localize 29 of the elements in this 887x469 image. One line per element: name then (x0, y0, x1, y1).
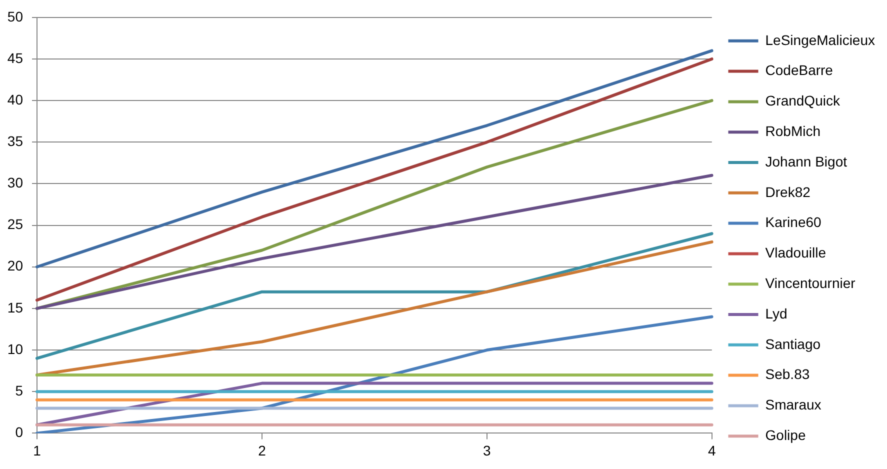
y-tick-label: 40 (7, 91, 24, 108)
y-tick-label: 30 (7, 174, 24, 191)
legend-label: Vladouille (765, 244, 826, 261)
y-tick-label: 35 (7, 133, 24, 149)
legend-label: Johann Bigot (765, 153, 848, 170)
legend-label: Golipe (765, 426, 806, 443)
y-tick-label: 50 (7, 8, 24, 24)
legend-label: Lyd (765, 305, 788, 322)
legend-label: Seb.83 (765, 366, 810, 382)
y-tick-label: 25 (7, 216, 24, 232)
y-tick-label: 45 (7, 50, 24, 66)
x-tick-label: 1 (33, 442, 42, 458)
legend-label: Vincentournier (765, 274, 856, 291)
x-tick-label: 2 (258, 442, 266, 458)
y-tick-label: 5 (15, 382, 24, 398)
x-tick-label: 4 (708, 442, 716, 458)
legend-label: RobMich (765, 122, 821, 139)
y-tick-label: 0 (15, 424, 24, 440)
y-tick-label: 10 (7, 340, 24, 357)
legend-label: GrandQuick (765, 92, 841, 109)
legend-label: LeSingeMalicieux (765, 32, 876, 48)
y-tick-label: 15 (7, 299, 24, 316)
y-tick-label: 20 (7, 258, 24, 274)
legend-label: Smaraux (765, 396, 822, 413)
legend-label: Karine60 (765, 214, 822, 230)
x-tick-label: 3 (483, 442, 492, 458)
legend-label: CodeBarre (765, 62, 834, 78)
legend-label: Santiago (765, 336, 821, 352)
legend-label: Drek82 (765, 184, 811, 200)
